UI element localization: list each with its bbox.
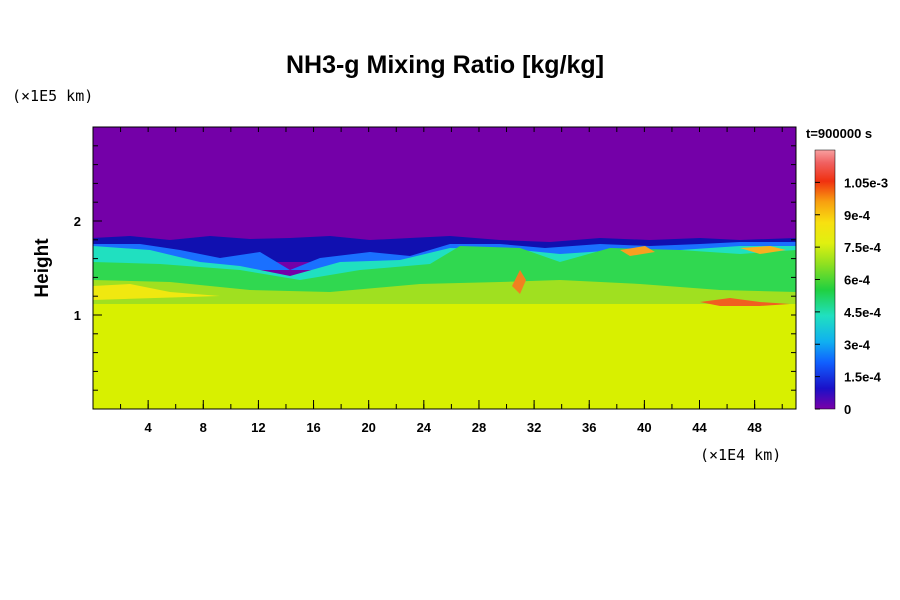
y-axis-label: Height bbox=[32, 238, 53, 298]
field-hotspot-3 bbox=[620, 246, 655, 256]
x-tick-label: 32 bbox=[527, 420, 541, 435]
x-axis-unit: (×1E4 km) bbox=[700, 446, 781, 464]
x-tick-label: 4 bbox=[145, 420, 153, 435]
field-mixed-yellowgreen bbox=[93, 280, 796, 304]
x-tick-label: 48 bbox=[747, 420, 761, 435]
field-lower-region bbox=[93, 300, 796, 409]
x-tick-label: 44 bbox=[692, 420, 707, 435]
x-tick-label: 16 bbox=[306, 420, 320, 435]
x-tick-label: 36 bbox=[582, 420, 596, 435]
x-tick-label: 20 bbox=[361, 420, 375, 435]
colorbar-label: 0 bbox=[844, 402, 851, 417]
time-label: t=900000 s bbox=[806, 126, 872, 141]
colorbar-ticks: 0 1.5e-4 3e-4 4.5e-4 6e-4 7.5e-4 9e-4 1.05e-3 bbox=[815, 175, 888, 417]
x-tick-label: 28 bbox=[472, 420, 486, 435]
colorbar-label: 3e-4 bbox=[844, 337, 871, 352]
y-tick-label: 1 bbox=[74, 308, 81, 323]
x-tick-label: 12 bbox=[251, 420, 265, 435]
x-tick-label: 8 bbox=[200, 420, 207, 435]
x-tick-label: 24 bbox=[417, 420, 432, 435]
y-axis-unit: (×1E5 km) bbox=[12, 87, 93, 105]
colorbar-label: 6e-4 bbox=[844, 273, 871, 288]
field-hotspot-2 bbox=[512, 270, 526, 294]
chart-title: NH3-g Mixing Ratio [kg/kg] bbox=[286, 51, 604, 79]
plot-frame bbox=[92, 126, 797, 410]
field-mixed-yellow bbox=[93, 284, 220, 300]
colorbar-label: 1.5e-4 bbox=[844, 370, 882, 385]
field-hotspot-4 bbox=[740, 246, 786, 254]
x-axis-ticks: 4 8 12 16 20 24 28 32 36 40 44 48 bbox=[120, 127, 783, 435]
x-tick-label: 40 bbox=[637, 420, 651, 435]
y-tick-label: 2 bbox=[74, 214, 81, 229]
colorbar-label: 9e-4 bbox=[844, 208, 871, 223]
field-hotspot-1 bbox=[700, 298, 790, 306]
colorbar-label: 1.05e-3 bbox=[844, 175, 888, 190]
y-axis-ticks: 12 bbox=[74, 145, 796, 391]
colorbar-label: 4.5e-4 bbox=[844, 305, 882, 320]
colorbar-label: 7.5e-4 bbox=[844, 240, 882, 255]
heatmap-field bbox=[93, 127, 796, 409]
